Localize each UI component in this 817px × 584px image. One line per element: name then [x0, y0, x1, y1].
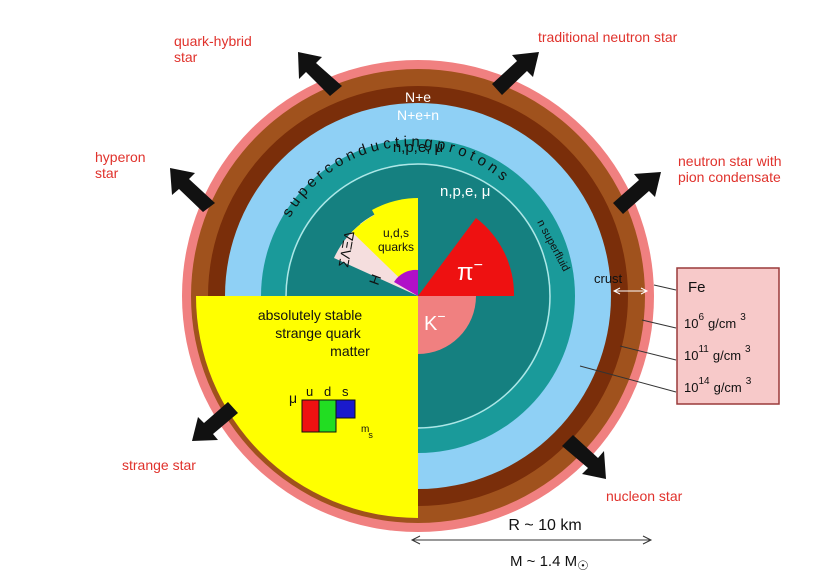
strange-matter-line2: strange quark — [275, 325, 362, 341]
quark-hybrid-label-1: quark-hybrid — [174, 33, 252, 49]
uds-label-line2: quarks — [378, 240, 414, 254]
density-row-1: 106 g/cm 3 — [684, 312, 746, 331]
ms-label: ms — [361, 424, 373, 440]
crust-label: crust — [594, 271, 623, 286]
pointer-1e6 — [641, 319, 677, 329]
pointer-fe — [653, 284, 677, 291]
quark-hybrid-label-2: star — [174, 49, 198, 65]
density-row-2: 1011 g/cm 3 — [684, 344, 751, 363]
fe-label: Fe — [688, 279, 706, 296]
arrow-hyperon — [170, 168, 215, 212]
s-label: s — [342, 384, 349, 399]
nucleon-star-label: nucleon star — [606, 488, 683, 504]
ne-label: N+e — [405, 89, 431, 105]
strange-star-label: strange star — [122, 457, 196, 473]
h-dibaryon-sector — [394, 269, 418, 296]
mass-label: M ~ 1.4 M☉ — [510, 553, 589, 573]
density-box — [676, 267, 780, 405]
density-pointers — [579, 284, 677, 393]
neutron-pion-label-2: pion condensate — [678, 169, 781, 185]
pion-condensate-sector — [418, 218, 515, 296]
density-row-3: 1014 g/cm 3 — [684, 376, 752, 395]
arrow-nucleon — [562, 435, 606, 479]
pointer-1e11 — [619, 345, 677, 361]
uds-label-line1: u,d,s — [383, 226, 409, 240]
d-quark-bar — [318, 399, 337, 433]
radius-arrow-left — [410, 535, 421, 545]
radius-label: R ~ 10 km — [508, 517, 581, 534]
crust-arrow-right — [640, 287, 649, 295]
u-quark-bar — [301, 399, 320, 433]
hyperon-label-2: star — [95, 165, 119, 181]
nen-label: N+e+n — [397, 107, 439, 123]
npe-mu-inner-label: n,p,e, μ — [440, 183, 490, 200]
pointer-1e14 — [579, 365, 677, 393]
radius-arrow-right — [642, 535, 653, 545]
traditional-neutron-label: traditional neutron star — [538, 29, 678, 45]
s-quark-bar — [335, 399, 356, 419]
mu-label: μ — [289, 390, 297, 406]
hyperon-label-1: hyperon — [95, 149, 146, 165]
crust-arrow-left — [612, 287, 621, 295]
npe-mu-outer-label: n,p,e, μ — [393, 139, 443, 156]
neutron-pion-label-1: neutron star with — [678, 153, 782, 169]
u-label: u — [306, 384, 313, 399]
hyperons-label: ΣΛΞΔ — [335, 230, 357, 269]
arrow-pion — [613, 172, 661, 214]
arrow-strange — [192, 402, 238, 441]
pion-label: π− — [457, 257, 483, 286]
arrows-group — [170, 52, 661, 479]
d-label: d — [324, 384, 331, 399]
strange-matter-line3: matter — [330, 343, 370, 359]
strange-matter-line1: absolutely stable — [258, 307, 363, 323]
kaon-label: K− — [424, 308, 446, 335]
kaon-condensate-sector — [418, 296, 476, 354]
uds-quark-sector-2 — [352, 204, 418, 296]
arrow-quark-hybrid — [298, 52, 342, 96]
arrow-traditional — [492, 52, 539, 95]
